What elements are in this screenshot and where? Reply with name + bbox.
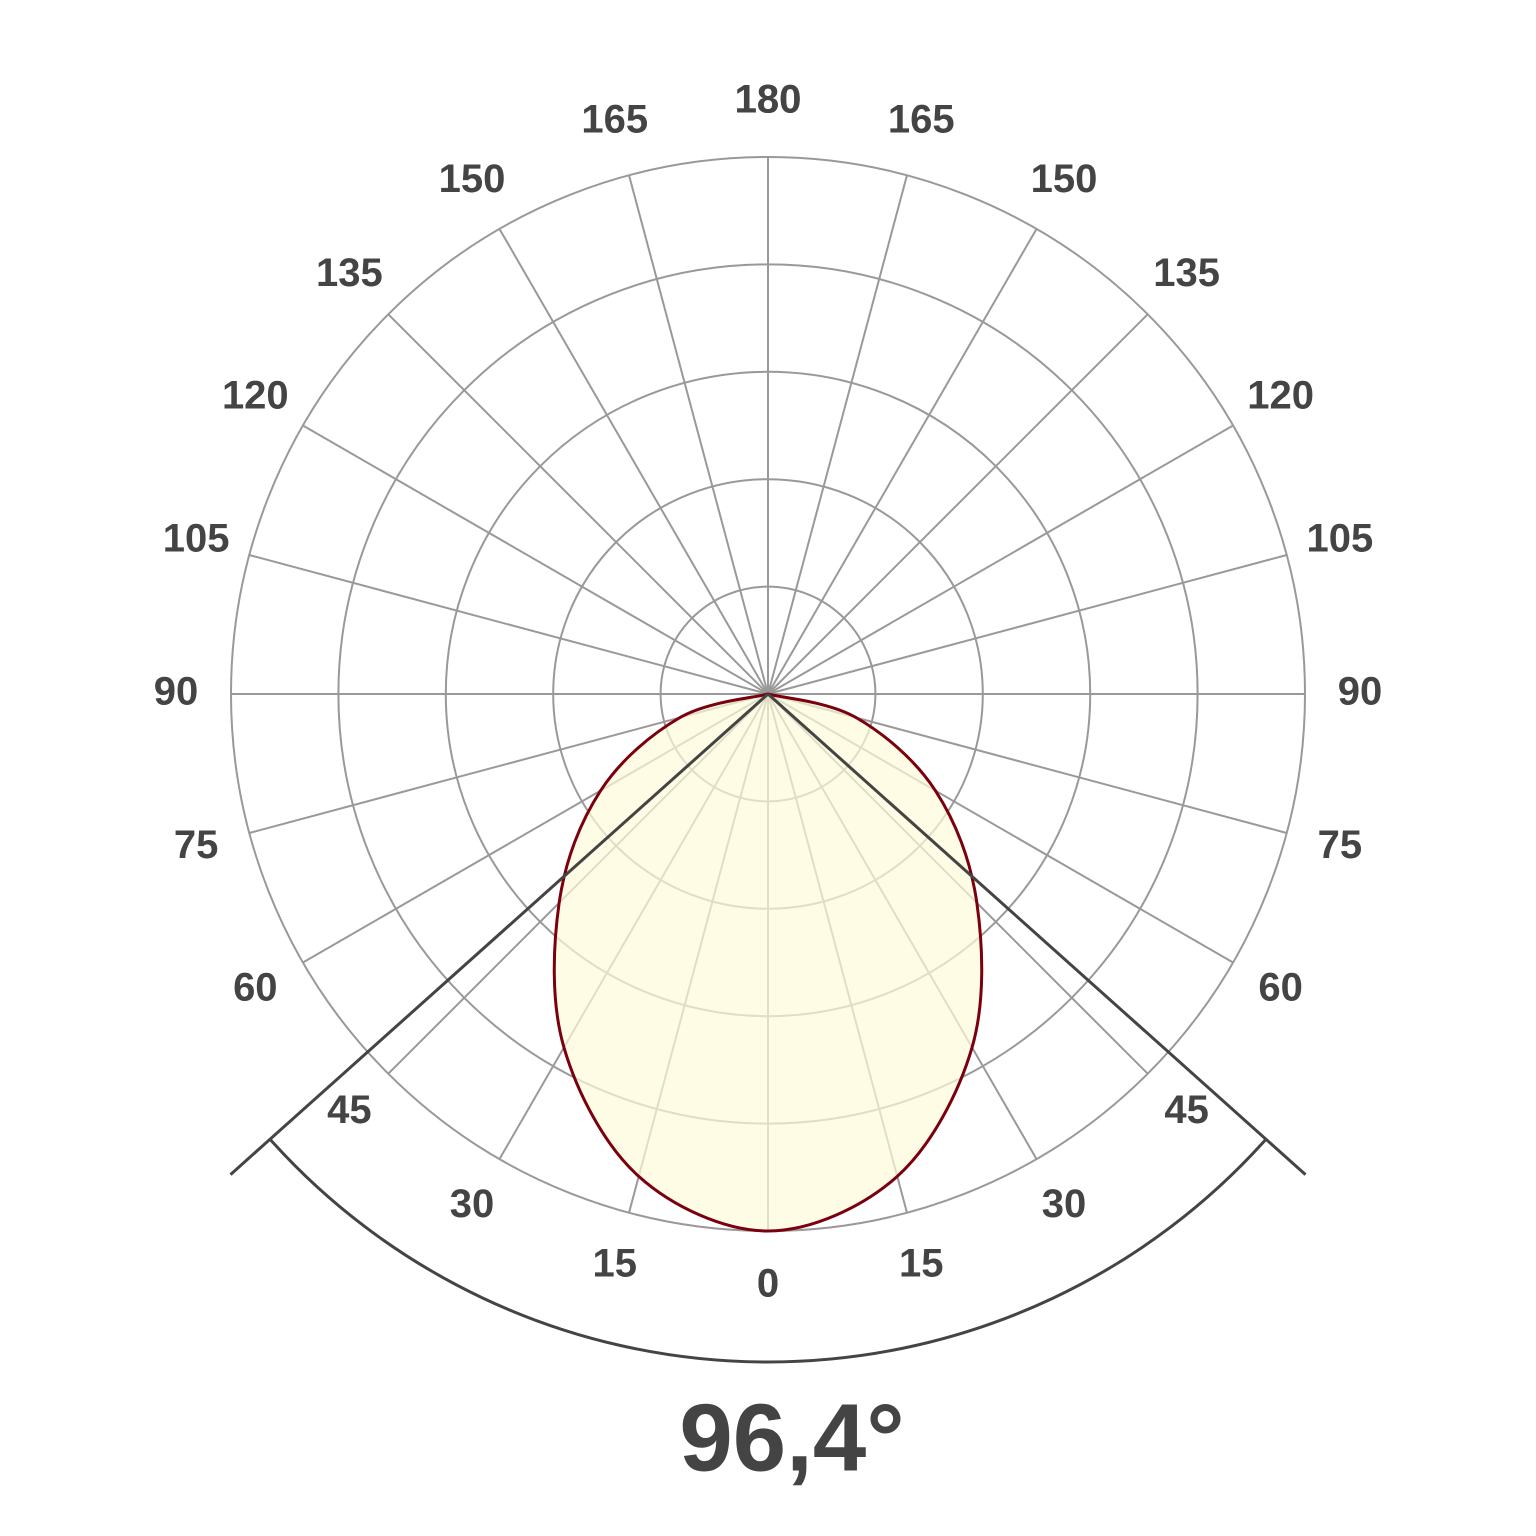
chart-title: 96,4°: [679, 1384, 904, 1491]
angle-label: 45: [1164, 1088, 1209, 1132]
angle-label: 150: [1031, 157, 1098, 201]
angle-label: 135: [1153, 251, 1220, 295]
grid-spoke: [767, 228, 1038, 695]
angle-label: 60: [233, 966, 278, 1010]
angle-label: 0: [757, 1262, 779, 1306]
grid-spoke: [249, 554, 769, 695]
angle-label: 15: [593, 1241, 638, 1285]
angle-label: 105: [163, 516, 230, 560]
grid-spoke: [387, 313, 769, 695]
angle-label: 75: [1318, 823, 1363, 867]
grid-spoke: [767, 554, 1287, 695]
angle-label: 45: [327, 1088, 372, 1132]
angle-label: 75: [174, 823, 219, 867]
angle-label: 0: [757, 1262, 779, 1306]
angle-label: 180: [735, 78, 802, 122]
grid-spoke: [767, 175, 908, 695]
angle-label: 120: [222, 374, 289, 418]
angle-label: 135: [316, 251, 383, 295]
beam-line: [229, 692, 769, 1176]
beam-line: [767, 692, 1307, 1176]
angle-label: 90: [1338, 670, 1383, 714]
angle-label: 60: [1258, 966, 1303, 1010]
angle-label: 30: [450, 1182, 495, 1226]
angle-label: 120: [1247, 374, 1314, 418]
angle-label: 30: [1042, 1182, 1087, 1226]
angle-label: 150: [439, 157, 506, 201]
angle-label: 180: [735, 78, 802, 122]
angle-label: 165: [888, 98, 955, 142]
grid-spoke: [767, 424, 1234, 695]
grid-spoke: [628, 175, 769, 695]
intensity-curve: [552, 692, 984, 1233]
grid-spoke: [498, 228, 769, 695]
grid-spoke: [767, 313, 1149, 695]
angle-label: 165: [581, 98, 648, 142]
angle-label: 105: [1306, 516, 1373, 560]
beam-arc: [268, 1138, 1268, 1364]
angle-label: 90: [154, 670, 199, 714]
grid-spoke: [302, 424, 769, 695]
angle-label: 15: [899, 1241, 944, 1285]
